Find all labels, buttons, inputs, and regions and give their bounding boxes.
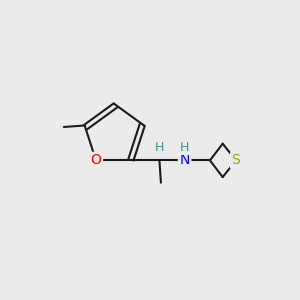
Text: H: H: [155, 141, 164, 154]
Text: S: S: [232, 153, 240, 167]
Text: O: O: [91, 153, 101, 167]
Text: N: N: [179, 153, 190, 167]
Text: H: H: [180, 140, 189, 154]
